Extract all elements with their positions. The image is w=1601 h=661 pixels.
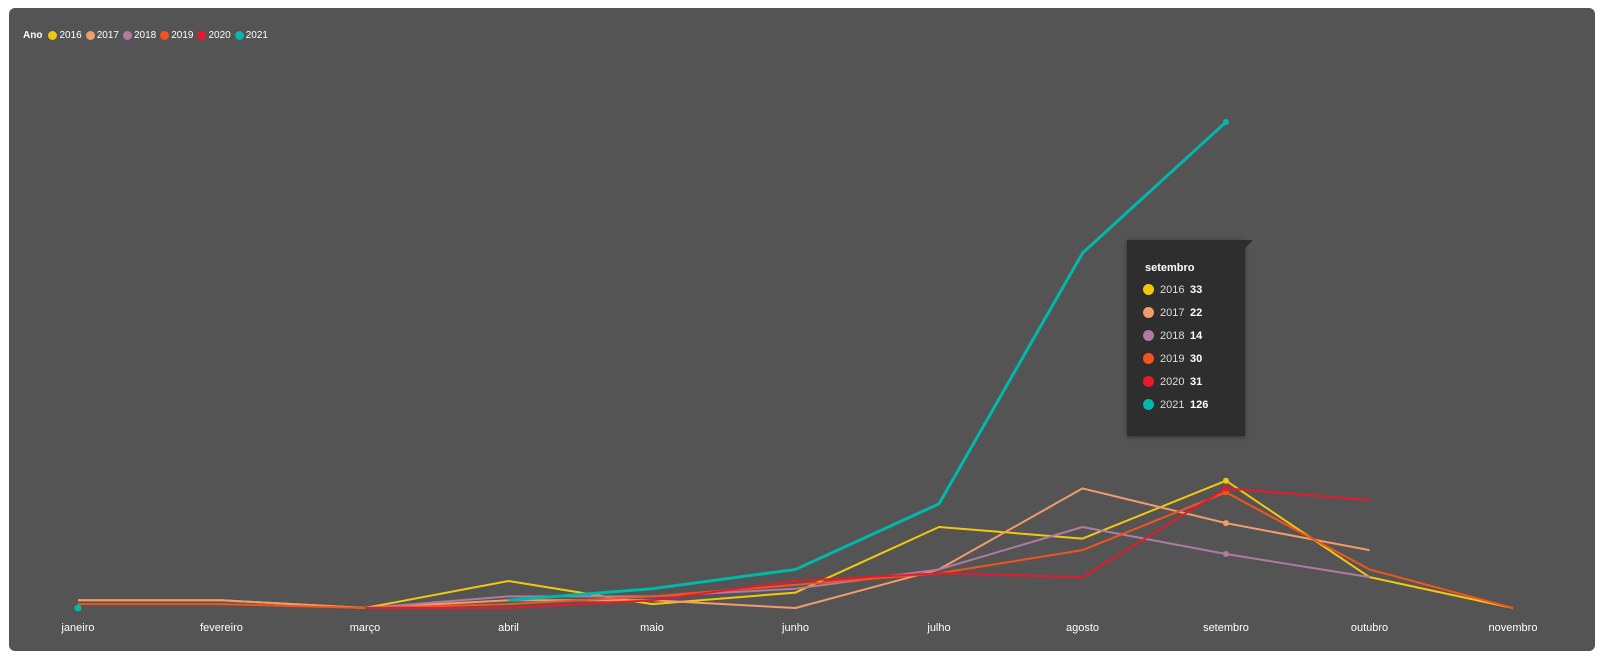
tooltip-value: 22 — [1190, 306, 1203, 319]
legend-label: 2017 — [96, 30, 119, 41]
point-2021-setembro[interactable] — [1223, 119, 1229, 125]
x-tick-label: junho — [781, 622, 809, 634]
x-tick-label: julho — [926, 622, 950, 634]
x-tick-label: agosto — [1066, 622, 1099, 634]
x-tick-label: fevereiro — [200, 622, 243, 634]
tooltip-marker-icon — [1143, 376, 1154, 387]
point-2016-setembro[interactable] — [1223, 477, 1229, 484]
tooltip-rows: 2016 33 2017 22 2018 14 2019 30 2020 31 2021 126 — [1127, 278, 1245, 416]
chart-panel: Ano 2016 2017 2018 2019 2020 2021 janeiro feve… — [9, 8, 1595, 651]
legend-title: Ano — [23, 30, 43, 41]
x-tick-label: setembro — [1203, 622, 1249, 634]
line-chart: janeiro fevereiro março abril maio junho julho… — [60, 119, 1537, 634]
tooltip-row-2017: 2017 22 — [1143, 301, 1245, 324]
point-2018-setembro[interactable] — [1223, 551, 1229, 557]
legend-item-2017[interactable]: 2017 — [85, 30, 119, 41]
tooltip-year: 2019 — [1160, 352, 1185, 365]
legend-item-2020[interactable]: 2020 — [197, 30, 231, 41]
legend-marker-icon — [85, 31, 95, 40]
x-tick-label: maio — [640, 622, 664, 634]
x-axis: janeiro fevereiro março abril maio junho julho… — [60, 622, 1537, 634]
marker-layer — [74, 119, 1229, 612]
tooltip-year: 2018 — [1160, 329, 1185, 342]
x-tick-label: janeiro — [60, 622, 94, 634]
series-line-2018[interactable] — [364, 526, 1370, 609]
legend-label: 2019 — [171, 30, 194, 41]
tooltip-row-2018: 2018 14 — [1143, 324, 1245, 347]
tooltip: setembro 2016 33 2017 22 2018 14 2019 30 2020 31 2… — [1127, 240, 1253, 436]
series-line-2020[interactable] — [365, 487, 1370, 609]
legend-label: 2021 — [245, 30, 268, 41]
tooltip-marker-icon — [1143, 284, 1154, 295]
legend-label: 2020 — [208, 30, 231, 41]
point-2021-janeiro[interactable] — [74, 604, 82, 612]
legend-item-2016[interactable]: 2016 — [48, 30, 82, 41]
tooltip-value: 14 — [1190, 329, 1203, 342]
legend-item-2018[interactable]: 2018 — [122, 30, 157, 41]
tooltip-marker-icon — [1143, 399, 1154, 410]
x-tick-label: abril — [498, 622, 519, 634]
series-layer — [78, 120, 1514, 609]
tooltip-year: 2016 — [1160, 283, 1185, 296]
x-tick-label: março — [350, 622, 381, 634]
legend-marker-icon — [48, 31, 58, 40]
legend-label: 2018 — [133, 30, 157, 41]
legend-label: 2016 — [59, 30, 82, 41]
tooltip-row-2020: 2020 31 — [1143, 370, 1245, 393]
x-tick-label: outubro — [1351, 622, 1388, 634]
tooltip-year: 2017 — [1160, 306, 1185, 319]
series-line-2021[interactable] — [508, 120, 1228, 602]
point-2017-setembro[interactable] — [1223, 520, 1229, 527]
tooltip-row-2021: 2021 126 — [1143, 393, 1245, 416]
legend-item-2021[interactable]: 2021 — [234, 30, 268, 41]
tooltip-marker-icon — [1143, 307, 1154, 318]
legend-items: 2016 2017 2018 2019 2020 2021 — [48, 30, 272, 41]
tooltip-row-2019: 2019 30 — [1143, 347, 1245, 370]
tooltip-row-2016: 2016 33 — [1143, 278, 1245, 301]
tooltip-value: 30 — [1190, 352, 1203, 365]
tooltip-value: 33 — [1190, 283, 1203, 296]
tooltip-marker-icon — [1143, 353, 1154, 364]
legend-marker-icon — [197, 31, 207, 40]
tooltip-title: setembro — [1145, 262, 1195, 274]
legend: Ano 2016 2017 2018 2019 2020 2021 — [23, 30, 272, 41]
tooltip-year: 2021 — [1160, 398, 1185, 411]
series-line-2017[interactable] — [78, 487, 1370, 609]
legend-item-2019[interactable]: 2019 — [160, 30, 193, 41]
x-tick-label: novembro — [1489, 622, 1538, 634]
legend-marker-icon — [234, 31, 244, 40]
tooltip-year: 2020 — [1160, 375, 1185, 388]
legend-marker-icon — [160, 31, 170, 40]
tooltip-value: 126 — [1190, 398, 1209, 411]
legend-marker-icon — [122, 31, 132, 40]
series-line-2019[interactable] — [78, 491, 1514, 609]
point-2020-setembro[interactable] — [1223, 485, 1229, 492]
tooltip-value: 31 — [1190, 375, 1203, 388]
tooltip-marker-icon — [1143, 330, 1154, 341]
